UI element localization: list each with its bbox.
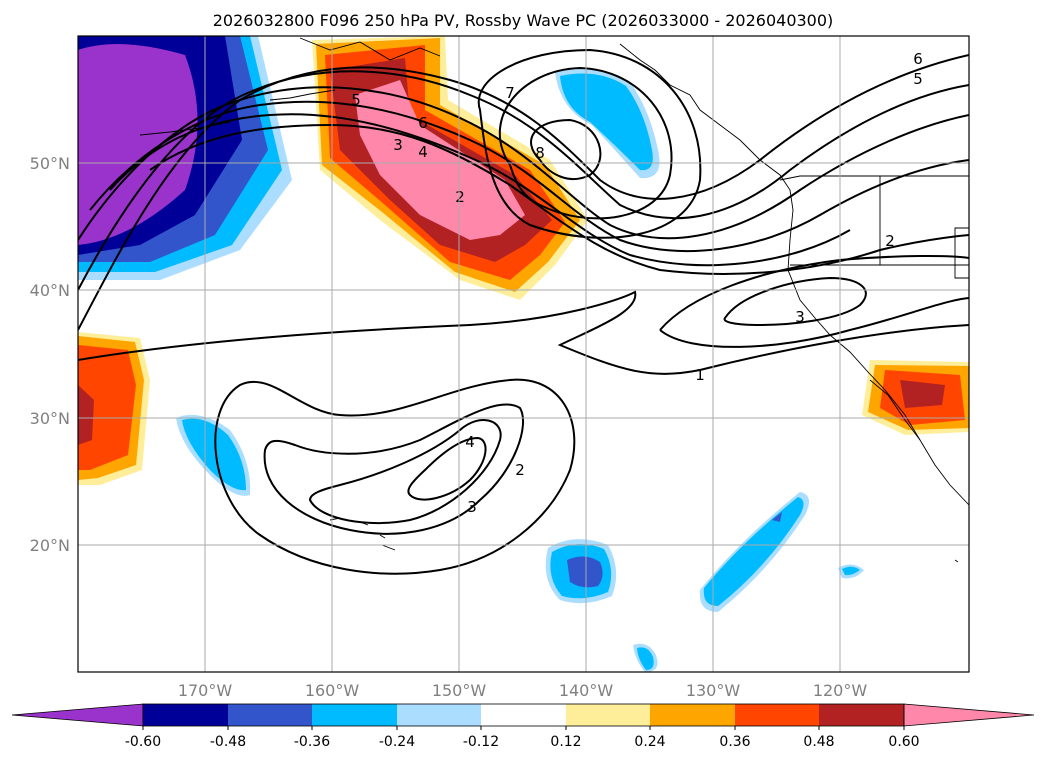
- colorbar-tick-label: -0.60: [125, 734, 161, 750]
- lon-label: 120°W: [813, 681, 868, 700]
- colorbar-extend-low: [11, 703, 144, 727]
- colorbar-segment: [143, 704, 228, 726]
- lat-label: 50°N: [30, 154, 70, 173]
- colorbar-segment: [481, 704, 566, 726]
- colorbar-tick-label: 0.60: [888, 734, 919, 750]
- contour-label: 4: [418, 143, 428, 161]
- contour-label: 8: [535, 144, 545, 162]
- lon-label: 160°W: [305, 681, 360, 700]
- contour-label: 3: [393, 136, 403, 154]
- lat-label: 20°N: [30, 536, 70, 555]
- colorbar-tick-label: -0.48: [210, 734, 246, 750]
- contour-label: 2: [885, 232, 895, 250]
- lon-label: 170°W: [178, 681, 233, 700]
- lon-label: 140°W: [559, 681, 614, 700]
- lat-label: 40°N: [30, 281, 70, 300]
- colorbar-tick-label: -0.12: [463, 734, 499, 750]
- lat-label: 30°N: [30, 409, 70, 428]
- colorbar: -0.60 -0.48 -0.36 -0.24 -0.12 0.12 0.24 0.36 0.4…: [11, 703, 1035, 750]
- colorbar-frame: [142, 703, 905, 727]
- contour-label: 7: [505, 84, 515, 102]
- contour-label: 3: [795, 308, 805, 326]
- contour-label: 1: [695, 366, 705, 384]
- map-frame: [77, 35, 970, 673]
- latitude-labels: 50°N 40°N 30°N 20°N: [30, 154, 70, 555]
- colorbar-tick-label: 0.48: [803, 734, 834, 750]
- contour-labels: 1 2 3 4 5 6 7 8 2 3 4 2 3 5 6: [351, 50, 923, 516]
- colorbar-tick-label: 0.12: [550, 734, 581, 750]
- colorbar-segment: [650, 704, 735, 726]
- gridlines: [78, 36, 969, 672]
- map-area: 1 2 3 4 5 6 7 8 2 3 4 2 3 5 6: [78, 36, 969, 672]
- colorbar-segment: [397, 704, 481, 726]
- contour-label: 2: [455, 188, 465, 206]
- contours: [78, 48, 969, 575]
- negative-pv-anomalies-scattered: [176, 68, 864, 672]
- colorbar-tick-label: 0.24: [634, 734, 665, 750]
- figure-title: 2026032800 F096 250 hPa PV, Rossby Wave …: [213, 11, 834, 30]
- contour-label: 3: [467, 498, 477, 516]
- colorbar-segment: [228, 704, 312, 726]
- colorbar-extend-high: [903, 703, 1035, 727]
- negative-pv-anomaly-northwest: [78, 36, 292, 280]
- contour-label: 4: [465, 433, 475, 451]
- positive-pv-anomaly-west: [78, 332, 150, 485]
- colorbar-segment: [735, 704, 819, 726]
- lon-label: 130°W: [686, 681, 741, 700]
- contour-label: 2: [515, 461, 525, 479]
- coastlines: [139, 37, 969, 563]
- longitude-labels: 170°W 160°W 150°W 140°W 130°W 120°W: [178, 681, 868, 700]
- contour-label: 6: [913, 50, 923, 68]
- colorbar-tick-label: -0.24: [379, 734, 415, 750]
- lon-label: 150°W: [432, 681, 487, 700]
- positive-pv-anomaly-east: [862, 360, 969, 435]
- contour-label: 6: [418, 114, 428, 132]
- colorbar-segment: [819, 704, 904, 726]
- contour-label: 5: [913, 70, 923, 88]
- colorbar-tick-label: 0.36: [719, 734, 750, 750]
- colorbar-tick-label: -0.36: [294, 734, 330, 750]
- contour-label: 5: [351, 91, 361, 109]
- colorbar-segment: [566, 704, 650, 726]
- colorbar-segment: [312, 704, 397, 726]
